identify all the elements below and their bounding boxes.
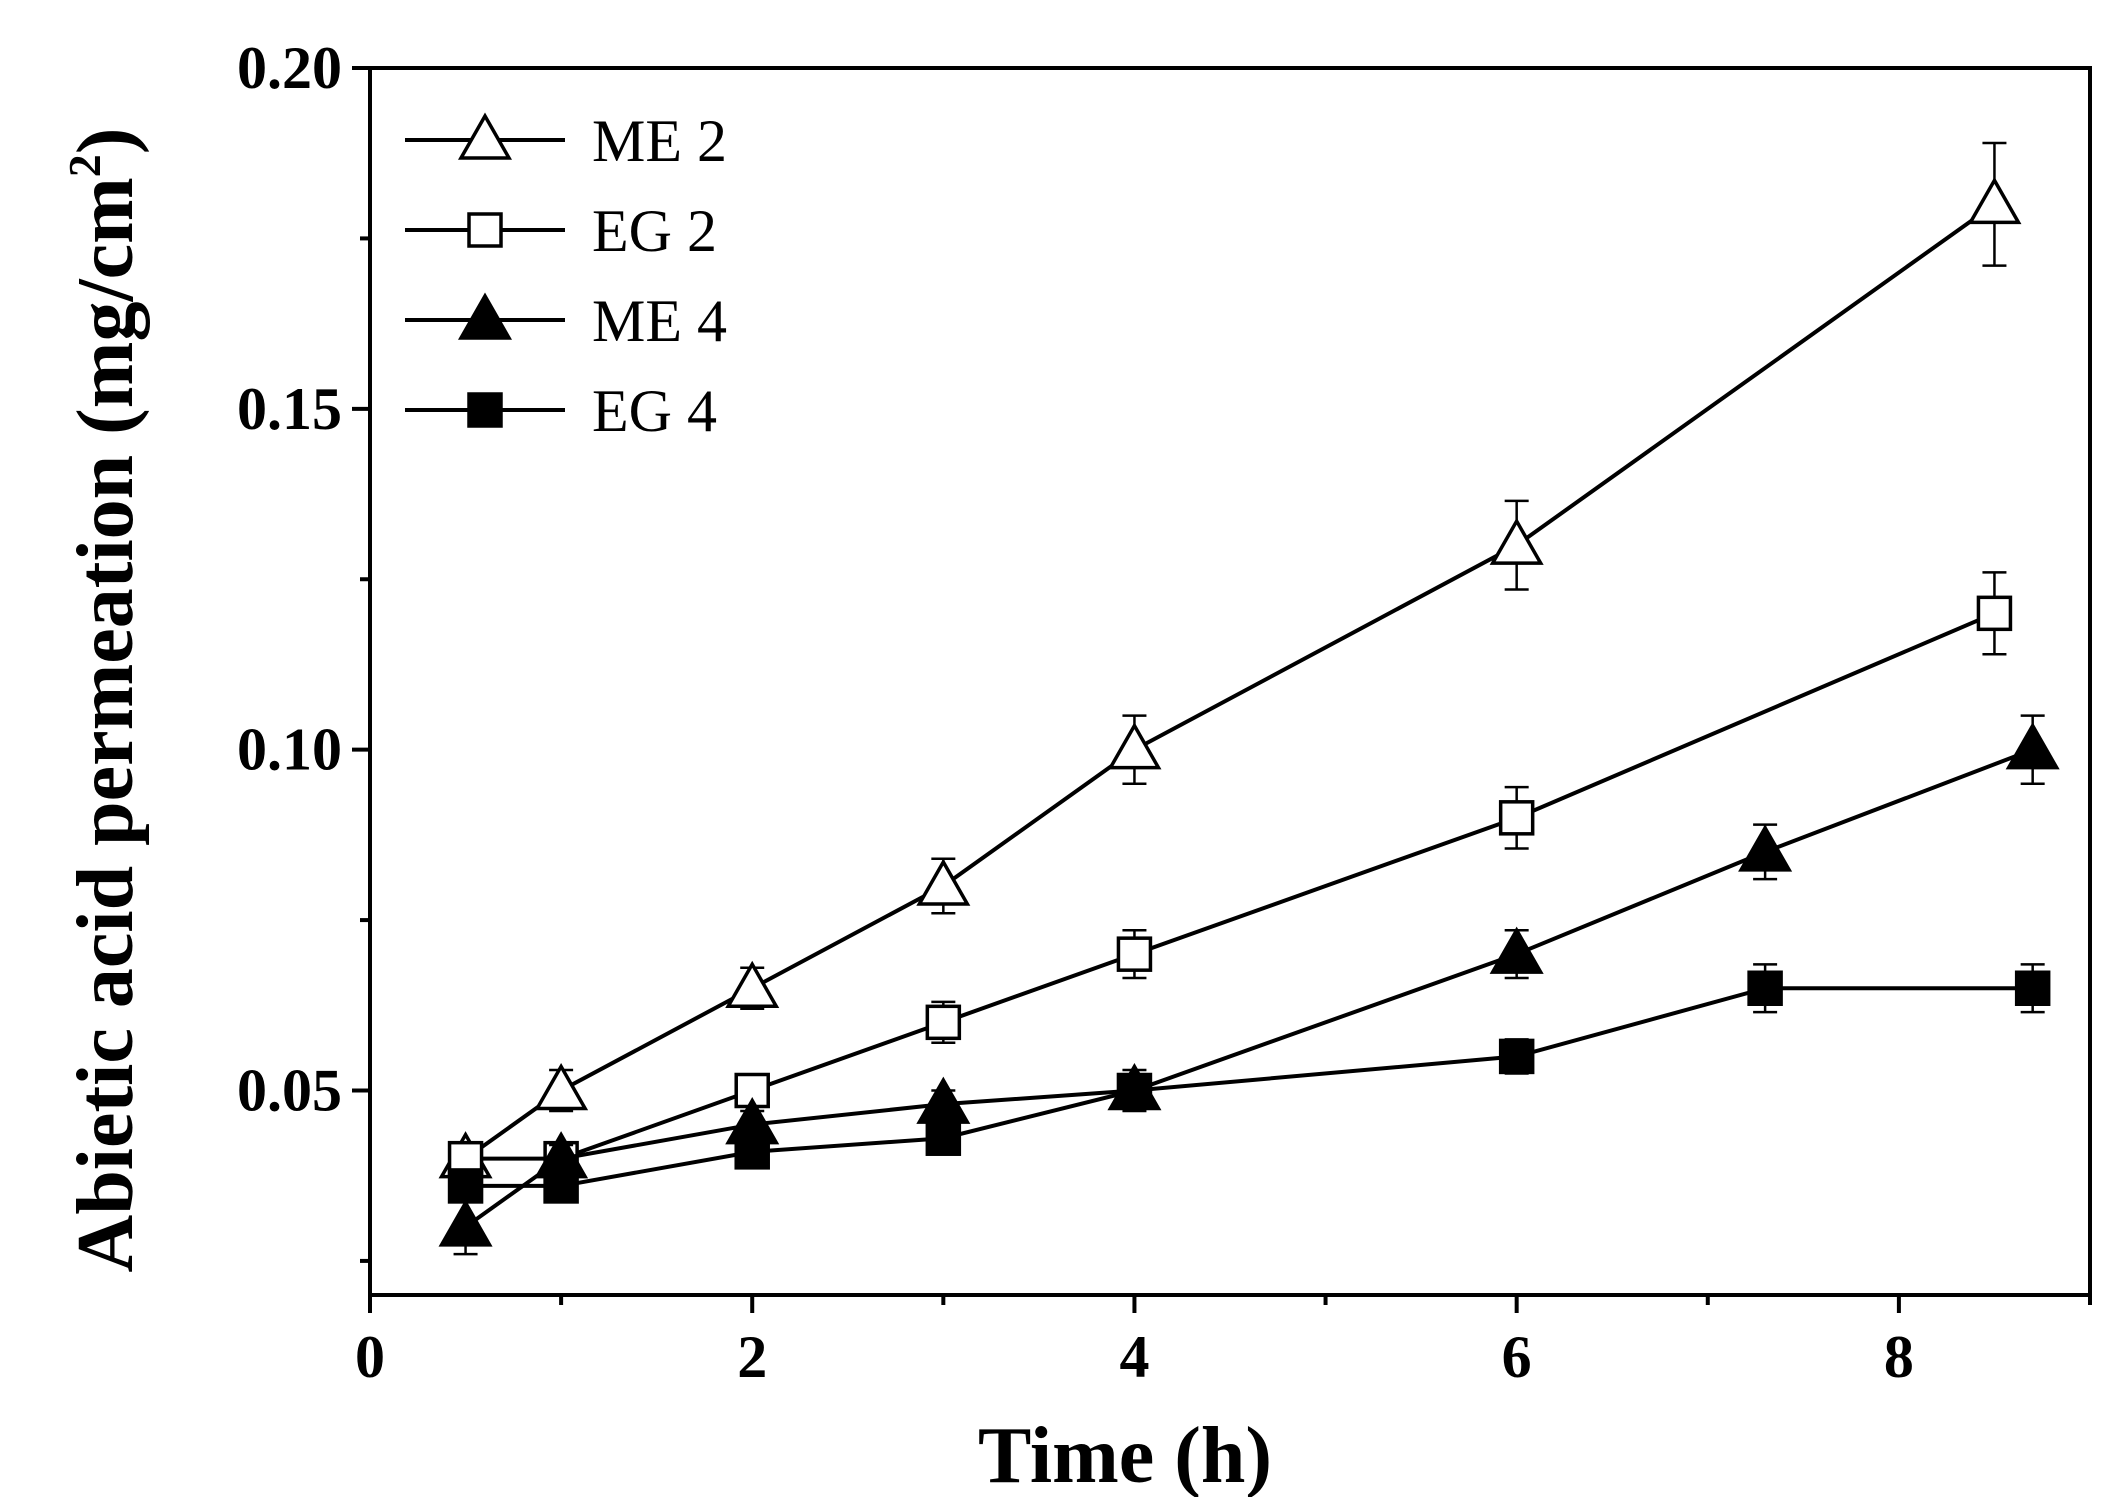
y-axis-title-main: Abietic acid permeation (mg/cm [62, 177, 150, 1272]
legend-label: ME 4 [592, 288, 727, 354]
x-tick-label: 8 [1884, 1324, 1914, 1390]
data-point [925, 1120, 962, 1156]
data-point [1116, 936, 1153, 972]
data-point [534, 1062, 589, 1111]
data-point [1498, 1038, 1535, 1075]
y-axis-title-superscript: 2 [59, 154, 110, 177]
y-tick-label: 0.05 [237, 1058, 342, 1124]
data-point [1976, 595, 2013, 632]
plot-frame [368, 66, 2092, 1297]
series-eg-2 [447, 571, 2013, 1177]
data-point [1498, 800, 1535, 836]
data-point [447, 1168, 484, 1204]
y-axis-title-close: ) [62, 128, 150, 155]
data-point [2005, 722, 2060, 770]
legend-marker [457, 292, 513, 340]
series-line [465, 986, 2033, 1188]
x-tick-label: 6 [1502, 1324, 1532, 1390]
series-line [465, 611, 1996, 1161]
data-point [734, 1134, 770, 1170]
data-point [543, 1168, 579, 1204]
series-line [464, 747, 2034, 1229]
data-point [1967, 176, 2022, 225]
x-tick-label: 2 [737, 1324, 767, 1390]
y-axis-title: Abietic acid permeation (mg/cm2) [59, 128, 150, 1273]
data-point [1489, 926, 1544, 974]
legend-label: ME 2 [592, 108, 727, 174]
legend-item-me-2: ME 2 [405, 108, 727, 174]
x-tick-label: 0 [355, 1324, 385, 1390]
series-me-4 [438, 714, 2060, 1256]
plot-layer [438, 141, 2060, 1256]
data-point [1107, 722, 1162, 770]
data-point [1489, 517, 1544, 565]
y-tick-label: 0.10 [237, 717, 342, 783]
y-tick-label: 0.15 [237, 376, 342, 442]
series-eg-4 [447, 963, 2051, 1204]
data-point [1747, 970, 1783, 1006]
data-point [925, 1004, 962, 1041]
data-point [1116, 1072, 1153, 1109]
data-point [438, 1199, 493, 1247]
legend-item-eg-4: EG 4 [405, 378, 717, 444]
data-point [916, 858, 971, 906]
axis-layer: 0 2 4 6 8 0.05 0.10 0.15 0.20 [237, 35, 2092, 1390]
legend-label: EG 4 [592, 378, 717, 444]
legend-item-me-4: ME 4 [405, 288, 727, 354]
x-axis-title: Time (h) [978, 1412, 1272, 1497]
legend-label: EG 2 [592, 198, 717, 264]
data-point [2014, 970, 2051, 1006]
x-tick-label: 4 [1119, 1324, 1149, 1390]
legend: ME 2 EG 2 ME 4 EG 4 [405, 108, 727, 444]
legend-marker [457, 112, 513, 160]
legend-marker [467, 392, 503, 428]
legend-item-eg-2: EG 2 [405, 198, 717, 264]
y-tick-label: 0.20 [237, 35, 342, 101]
data-point [1738, 824, 1793, 872]
legend-marker [467, 212, 503, 248]
data-point [725, 960, 780, 1008]
